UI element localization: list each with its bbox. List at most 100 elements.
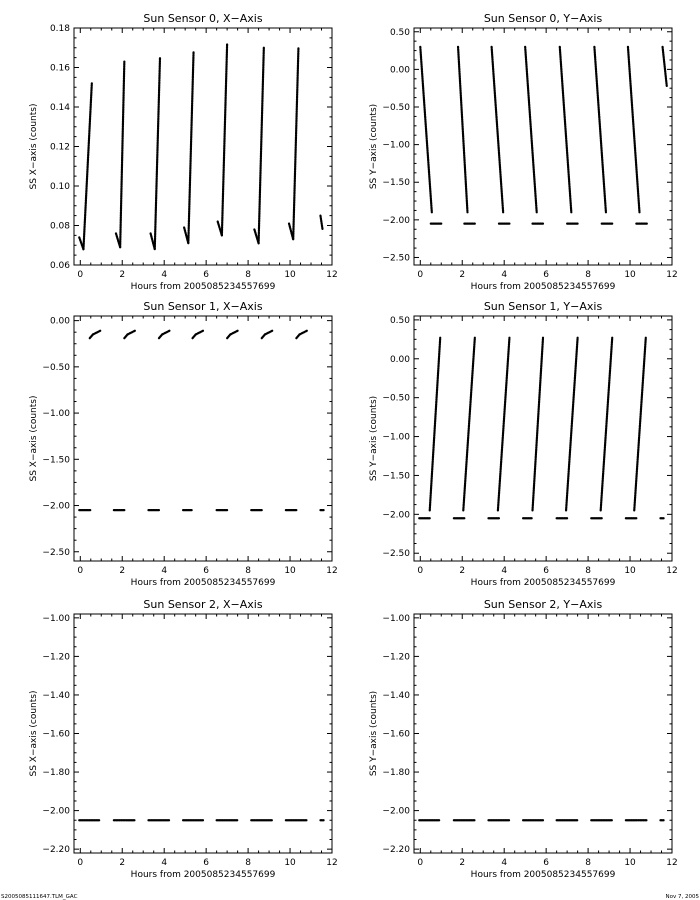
chart-title: Sun Sensor 0, X−Axis <box>143 12 262 25</box>
x-tick-label: 10 <box>624 566 636 576</box>
x-tick-label: 0 <box>417 566 423 576</box>
chart-panel: Sun Sensor 2, X−Axis 0 2 4 6 8 10 12 −2.20 −2.00 −… <box>29 598 338 880</box>
data-segment <box>263 329 274 336</box>
x-tick-label: 12 <box>326 270 337 280</box>
chart-panel: Sun Sensor 1, Y−Axis 0 2 4 6 8 10 12 −2.50 −2.00 −… <box>369 300 678 588</box>
y-tick-label: −2.00 <box>42 807 70 817</box>
data-segment <box>456 45 469 214</box>
x-axis-label: Hours from 2005085234557699 <box>471 578 616 588</box>
x-tick-label: 6 <box>543 270 549 280</box>
y-axis-label: SS Y−axis (counts) <box>369 396 379 481</box>
x-tick-label: 4 <box>501 566 507 576</box>
x-tick-label: 12 <box>666 858 677 868</box>
y-tick-label: −1.00 <box>382 614 410 624</box>
y-tick-label: −1.60 <box>382 730 410 740</box>
y-tick-label: 0.14 <box>50 103 70 113</box>
y-tick-label: −1.80 <box>382 768 410 778</box>
x-tick-label: 8 <box>585 566 591 576</box>
data-segment <box>496 336 511 512</box>
x-tick-label: 8 <box>245 566 251 576</box>
x-tick-label: 8 <box>585 270 591 280</box>
data-segment <box>531 336 545 512</box>
x-tick-label: 8 <box>245 270 251 280</box>
data-segment <box>490 45 505 214</box>
x-tick-label: 0 <box>77 566 83 576</box>
y-tick-label: −1.20 <box>382 652 410 662</box>
data-segment <box>187 50 195 245</box>
data-segment <box>462 336 476 512</box>
y-tick-label: 0.00 <box>390 65 410 75</box>
data-segment <box>428 336 442 512</box>
y-tick-label: 0.00 <box>50 317 70 327</box>
y-tick-label: −2.50 <box>382 253 410 263</box>
chart-panel: Sun Sensor 0, Y−Axis 0 2 4 6 8 10 12 −2.50 −2.00 −… <box>369 12 678 292</box>
data-segment <box>298 329 308 336</box>
y-tick-label: −1.50 <box>382 178 410 188</box>
footer-source-file: S2005085111647.TLM_GAC <box>1 894 78 900</box>
x-tick-label: 10 <box>284 566 296 576</box>
y-axis-label: SS X−axis (counts) <box>29 104 39 190</box>
chart-title: Sun Sensor 1, X−Axis <box>143 300 262 313</box>
x-tick-label: 6 <box>203 858 209 868</box>
chart-panel: Sun Sensor 1, X−Axis 0 2 4 6 8 10 12 −2.50 −2.00 −… <box>29 300 338 588</box>
x-tick-label: 2 <box>119 858 125 868</box>
y-tick-label: −1.80 <box>42 768 70 778</box>
x-tick-label: 0 <box>77 858 83 868</box>
data-segment <box>126 329 136 336</box>
chart-title: Sun Sensor 2, Y−Axis <box>484 598 603 611</box>
x-tick-label: 12 <box>326 858 337 868</box>
y-tick-label: −1.00 <box>42 614 70 624</box>
x-tick-label: 0 <box>417 858 423 868</box>
plot-frame <box>413 27 673 266</box>
data-segment <box>564 336 579 512</box>
x-tick-label: 4 <box>161 566 167 576</box>
y-tick-label: 0.18 <box>50 24 70 34</box>
y-axis-label: SS X−axis (counts) <box>29 691 39 777</box>
data-segment <box>626 45 641 214</box>
x-tick-label: 0 <box>417 270 423 280</box>
x-tick-label: 2 <box>459 566 465 576</box>
y-tick-label: −1.00 <box>42 409 70 419</box>
data-segment <box>257 46 265 245</box>
y-tick-label: −1.20 <box>42 652 70 662</box>
x-axis-label: Hours from 2005085234557699 <box>131 870 276 880</box>
y-tick-label: 0.06 <box>50 261 70 271</box>
y-axis-label: SS Y−axis (counts) <box>369 691 379 776</box>
x-tick-label: 12 <box>666 270 677 280</box>
y-tick-label: 0.16 <box>50 64 70 74</box>
y-tick-label: −2.00 <box>382 510 410 520</box>
x-tick-label: 6 <box>203 566 209 576</box>
x-tick-label: 12 <box>326 566 337 576</box>
chart-title: Sun Sensor 0, Y−Axis <box>484 12 603 25</box>
x-tick-label: 6 <box>543 858 549 868</box>
x-tick-label: 10 <box>624 858 636 868</box>
x-axis-label: Hours from 2005085234557699 <box>471 870 616 880</box>
y-tick-label: −1.00 <box>382 433 410 443</box>
y-tick-label: −0.50 <box>42 363 70 373</box>
x-tick-label: 10 <box>284 270 296 280</box>
data-segment <box>160 329 171 336</box>
x-tick-label: 4 <box>161 858 167 868</box>
x-tick-label: 12 <box>666 566 677 576</box>
x-tick-label: 8 <box>585 858 591 868</box>
y-tick-label: 0.10 <box>50 182 70 192</box>
x-tick-label: 8 <box>245 858 251 868</box>
data-segment <box>319 214 324 231</box>
y-tick-label: −0.50 <box>382 103 410 113</box>
data-segment <box>153 56 162 251</box>
y-tick-label: −1.00 <box>382 141 410 151</box>
y-tick-label: 0.50 <box>390 28 410 38</box>
chart-title: Sun Sensor 1, Y−Axis <box>484 300 603 313</box>
chart-panel: Sun Sensor 0, X−Axis 0 2 4 6 8 10 12 0.06 0.08 0.1… <box>29 12 338 292</box>
footer-date: Nov 7, 2005 <box>666 894 700 900</box>
x-tick-label: 2 <box>119 270 125 280</box>
data-segment <box>599 336 614 512</box>
x-axis-label: Hours from 2005085234557699 <box>131 578 276 588</box>
plot-frame <box>413 315 673 562</box>
y-tick-label: −2.20 <box>42 845 70 855</box>
data-segment <box>119 60 126 249</box>
data-segment <box>82 82 93 251</box>
data-segment <box>194 329 205 336</box>
y-tick-label: −2.00 <box>42 502 70 512</box>
x-tick-label: 4 <box>501 270 507 280</box>
